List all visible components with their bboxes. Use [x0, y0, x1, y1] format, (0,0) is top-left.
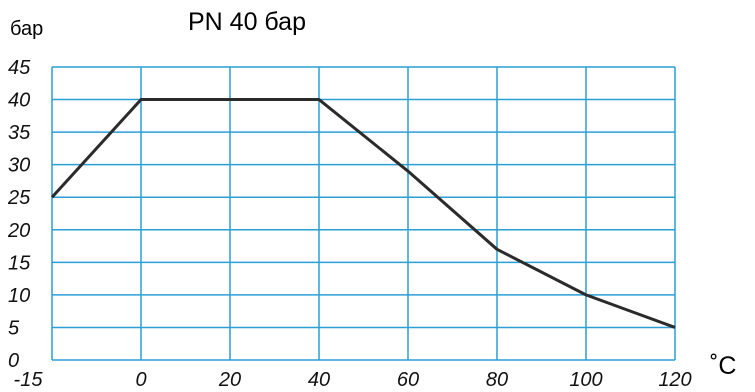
y-tick-label: 25 — [7, 187, 31, 209]
x-tick-label: 120 — [658, 369, 691, 391]
y-tick-label: 45 — [8, 57, 31, 79]
x-tick-label: 60 — [397, 369, 419, 391]
y-tick-label: 20 — [7, 220, 30, 242]
x-tick-label: 0 — [135, 369, 146, 391]
x-tick-label: 100 — [569, 369, 602, 391]
x-tick-label: 20 — [218, 369, 241, 391]
chart-title: PN 40 бар — [188, 8, 306, 36]
series-line — [50, 98, 676, 329]
x-tick-label: 80 — [486, 369, 508, 391]
y-tick-label: 30 — [8, 155, 30, 177]
y-tick-label: 0 — [8, 350, 19, 372]
y-axis-unit-label: бар — [10, 18, 44, 40]
y-tick-label: 35 — [8, 122, 31, 144]
x-axis-unit-label: ˚C — [710, 352, 737, 380]
y-tick-label: 40 — [8, 90, 30, 112]
y-tick-label: 15 — [8, 252, 31, 274]
y-tick-label: 5 — [8, 317, 20, 339]
x-tick-label: -15 — [14, 369, 44, 391]
y-tick-label: 10 — [8, 285, 30, 307]
x-tick-label: 40 — [308, 369, 330, 391]
